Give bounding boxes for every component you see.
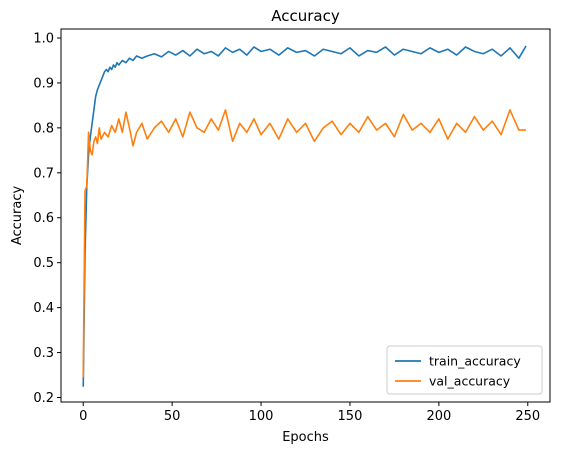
x-tick-label: 0	[79, 409, 87, 424]
x-tick-label: 250	[515, 409, 540, 424]
y-tick-label: 1.0	[33, 31, 54, 46]
plot-border	[60, 28, 551, 403]
chart-title: Accuracy	[271, 7, 340, 25]
legend-box	[386, 345, 543, 395]
legend: train_accuracy val_accuracy	[386, 345, 543, 395]
x-axis-ticks: 0 50 100 150 200 250	[79, 402, 540, 424]
y-tick-label: 0.2	[33, 391, 54, 406]
y-axis-label: Accuracy	[10, 186, 25, 246]
y-tick-label: 0.4	[33, 301, 54, 316]
y-tick-label: 0.8	[33, 121, 54, 136]
y-axis-ticks: 0.2 0.3 0.4 0.5 0.6 0.7 0.8 0.9 1.0	[33, 31, 61, 406]
series-line-train-accuracy	[82, 45, 527, 387]
y-tick-label: 0.5	[33, 256, 54, 271]
legend-label: train_accuracy	[429, 354, 521, 369]
plot-area	[61, 29, 550, 402]
x-axis-label: Epochs	[282, 430, 329, 445]
x-tick-label: 100	[249, 409, 274, 424]
legend-label: val_accuracy	[429, 374, 511, 389]
y-tick-label: 0.3	[33, 346, 54, 361]
series-lines	[82, 45, 527, 387]
x-tick-label: 150	[338, 409, 363, 424]
y-tick-label: 0.9	[33, 76, 54, 91]
x-tick-label: 50	[164, 409, 181, 424]
series-line-val-accuracy	[82, 109, 526, 378]
x-tick-label: 200	[426, 409, 451, 424]
y-tick-label: 0.7	[33, 166, 54, 181]
y-tick-label: 0.6	[33, 211, 54, 226]
